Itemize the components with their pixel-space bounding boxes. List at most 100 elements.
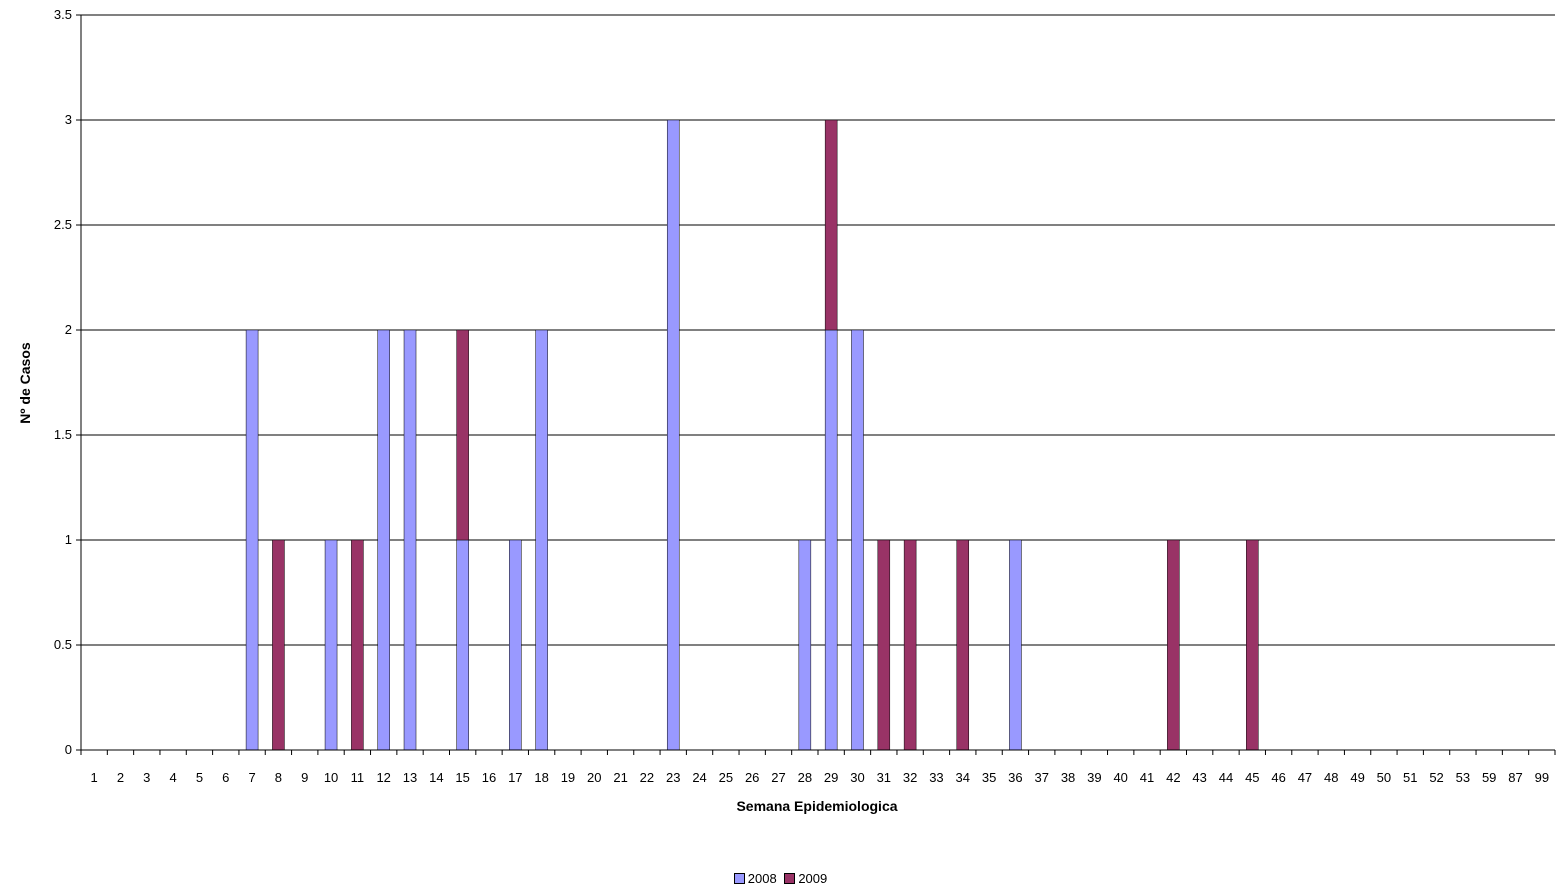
legend: 2008 2009 (0, 871, 1561, 886)
y-tick-label: 1.5 (54, 427, 72, 442)
x-tick-label: 25 (719, 770, 733, 785)
bars (245, 119, 1259, 751)
x-tick-label: 39 (1087, 770, 1101, 785)
x-tick-label: 50 (1377, 770, 1391, 785)
x-tick-label: 59 (1482, 770, 1496, 785)
x-tick-label: 51 (1403, 770, 1417, 785)
x-tick-label: 48 (1324, 770, 1338, 785)
x-tick-label: 2 (117, 770, 124, 785)
x-tick-label: 36 (1008, 770, 1022, 785)
bar-2008-week-15 (456, 539, 469, 751)
x-tick-label: 11 (351, 770, 365, 785)
x-tick-label: 4 (170, 770, 177, 785)
x-tick-label: 19 (561, 770, 575, 785)
x-tick-label: 13 (403, 770, 417, 785)
x-tick-label: 16 (482, 770, 496, 785)
x-tick-label: 31 (877, 770, 891, 785)
x-tick-label: 23 (666, 770, 680, 785)
bar-2008-week-13 (403, 329, 417, 751)
bar-2008-week-29 (824, 329, 838, 751)
x-tick-label: 37 (1034, 770, 1048, 785)
bar-2008-week-36 (1009, 539, 1022, 751)
bar-2009-week-11 (351, 539, 364, 751)
x-tick-label: 27 (771, 770, 785, 785)
x-tick-label: 34 (956, 770, 970, 785)
x-tick-label: 52 (1429, 770, 1443, 785)
bar-2009-week-34 (956, 539, 970, 751)
bar-2008-week-17 (509, 539, 522, 751)
x-tick-label: 53 (1456, 770, 1470, 785)
legend-label-2008: 2008 (747, 871, 777, 886)
x-tick-label: 30 (850, 770, 864, 785)
x-tick-label: 17 (508, 770, 522, 785)
x-tick-label: 15 (455, 770, 469, 785)
y-tick-label: 2.5 (54, 217, 72, 232)
x-tick-label: 26 (745, 770, 759, 785)
x-tick-labels: 1 2 3 4 5 6 7 8 9 10 11 12 13 14 15 16 17 18 19 20 21 22 23 24 2… (91, 770, 1550, 785)
x-tick-label: 87 (1508, 770, 1522, 785)
x-tick-label: 33 (929, 770, 943, 785)
x-tick-label: 35 (982, 770, 996, 785)
x-tick-label: 21 (613, 770, 627, 785)
legend-swatch-2009 (784, 873, 796, 884)
legend-item-2009: 2009 (784, 871, 827, 886)
x-tick-label: 49 (1350, 770, 1364, 785)
x-tick-label: 24 (692, 770, 706, 785)
x-tick-label: 7 (248, 770, 255, 785)
x-tick-label: 5 (196, 770, 203, 785)
x-tick-label: 44 (1219, 770, 1233, 785)
legend-swatch-2008 (733, 873, 745, 884)
y-tick-labels: 0 0.5 1 1.5 2 2.5 3 3.5 (54, 7, 72, 757)
x-tick-label: 38 (1061, 770, 1075, 785)
bar-2009-week-29 (824, 119, 838, 331)
gridlines (76, 14, 1555, 751)
legend-item-2008: 2008 (733, 871, 777, 886)
x-tick-label: 46 (1271, 770, 1285, 785)
x-tick-label: 1 (91, 770, 98, 785)
x-tick-label: 10 (324, 770, 338, 785)
x-tick-label: 20 (587, 770, 601, 785)
y-tick-label: 2 (65, 322, 72, 337)
y-tick-label: 1 (65, 532, 72, 547)
x-tick-label: 43 (1192, 770, 1206, 785)
y-tick-label: 3.5 (54, 7, 72, 22)
bar-2008-week-7 (245, 329, 259, 751)
x-tick-label: 32 (903, 770, 917, 785)
x-tick-label: 28 (798, 770, 812, 785)
x-tick-label: 8 (275, 770, 282, 785)
x-tick-label: 22 (640, 770, 654, 785)
x-tick-label: 99 (1535, 770, 1549, 785)
bar-2009-week-8 (272, 539, 285, 751)
x-tick-label: 6 (222, 770, 229, 785)
bar-2008-week-28 (798, 539, 812, 751)
x-tick-label: 3 (143, 770, 150, 785)
x-tick-label: 40 (1113, 770, 1127, 785)
bar-2008-week-10 (324, 539, 338, 751)
x-tick-label: 29 (824, 770, 838, 785)
legend-label-2009: 2009 (798, 871, 828, 886)
bar-2008-week-18 (535, 329, 548, 751)
x-tick-label: 41 (1140, 770, 1154, 785)
x-tick-label: 47 (1298, 770, 1312, 785)
bar-2008-week-30 (851, 329, 864, 751)
y-tick-label: 3 (65, 112, 72, 127)
x-tick-label: 9 (301, 770, 308, 785)
bar-2009-week-31 (877, 539, 891, 751)
x-tick-label: 45 (1245, 770, 1259, 785)
x-tick-label: 14 (429, 770, 443, 785)
bar-2009-week-15 (456, 329, 469, 541)
bar-2008-week-12 (377, 329, 390, 751)
x-tick-label: 18 (534, 770, 548, 785)
bar-2009-week-32 (903, 539, 917, 751)
y-axis-title: Nº de Casos (17, 342, 33, 424)
bar-2009-week-45 (1246, 539, 1259, 751)
x-axis-title: Semana Epidemiologica (736, 798, 897, 814)
y-tick-label: 0 (65, 742, 72, 757)
x-tick-label: 42 (1166, 770, 1180, 785)
x-tick-label: 12 (376, 770, 390, 785)
bar-2009-week-42 (1167, 539, 1180, 751)
axes (80, 15, 1556, 755)
y-tick-label: 0.5 (54, 637, 72, 652)
bar-2008-week-23 (666, 119, 680, 751)
